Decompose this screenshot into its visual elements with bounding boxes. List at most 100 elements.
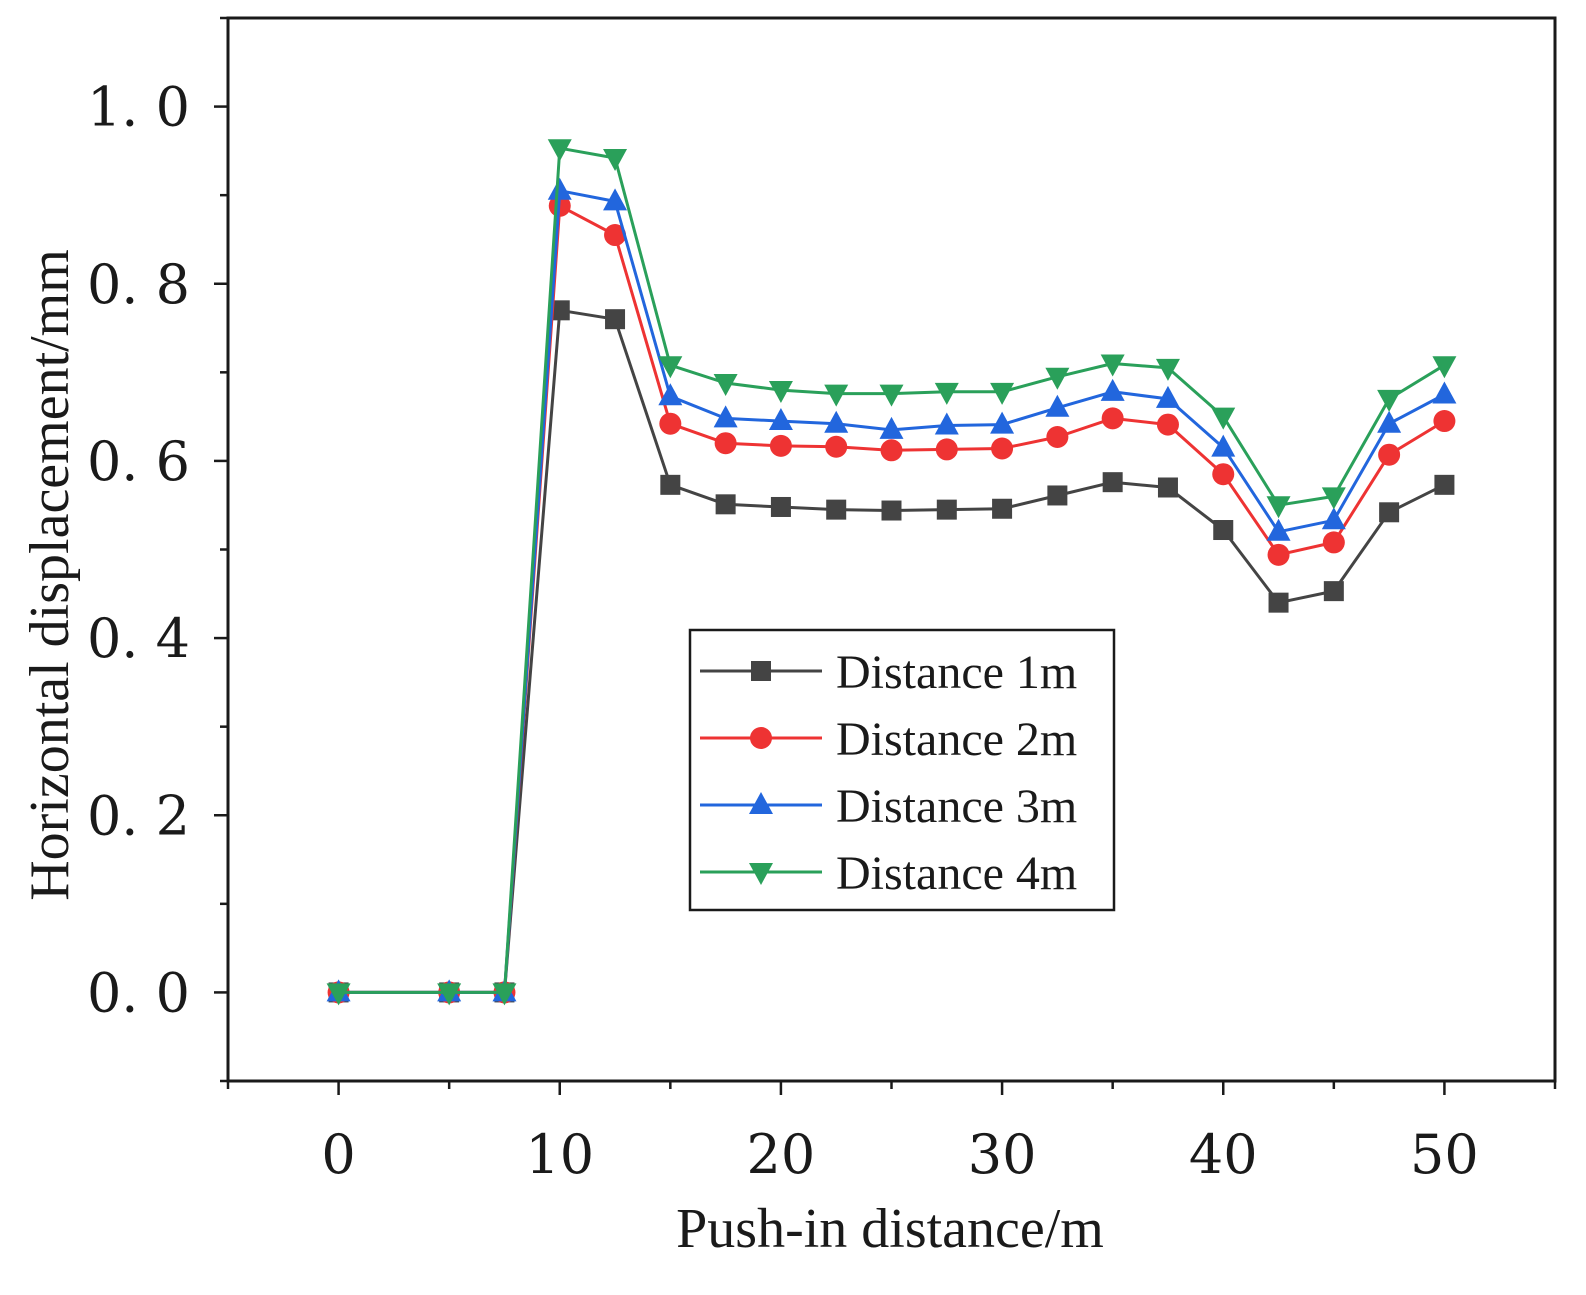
data-point (1100, 354, 1125, 377)
data-point (1267, 543, 1290, 566)
data-point (1268, 592, 1289, 613)
x-tick-label: 10 (525, 1123, 594, 1186)
data-point (660, 474, 681, 495)
plot-frame (226, 16, 1557, 1083)
data-point (824, 410, 849, 433)
data-point (881, 500, 902, 521)
data-point (658, 383, 683, 406)
data-point (1377, 410, 1402, 433)
data-point (713, 405, 738, 428)
data-point (824, 384, 849, 407)
data-point (1157, 477, 1178, 498)
data-point (1266, 518, 1291, 541)
series-layer (326, 139, 1457, 1006)
data-point (1156, 413, 1179, 436)
data-point (769, 434, 792, 457)
x-tick-label: 30 (968, 1123, 1037, 1186)
series-line (338, 189, 1446, 994)
data-point (1211, 434, 1236, 457)
data-point (751, 661, 771, 681)
legend-label: Distance 2m (836, 713, 1077, 766)
y-tick-label: 0. 6 (87, 430, 190, 493)
legend: Distance 1m Distance 2m Distance 3m Distanc… (688, 628, 1116, 912)
x-tick-label: 40 (1189, 1123, 1258, 1186)
data-point (1100, 378, 1125, 401)
x-tick-label: 0 (321, 1123, 355, 1186)
data-point (1155, 385, 1180, 408)
legend-label: Distance 1m (836, 646, 1077, 699)
data-point (1045, 367, 1070, 390)
data-point (992, 498, 1013, 519)
data-point (1322, 531, 1345, 554)
y-axis-title: Horizontal displacement/mm (19, 249, 81, 901)
data-point (768, 408, 793, 431)
data-point (770, 496, 791, 517)
data-point (880, 439, 903, 462)
data-point (1321, 487, 1346, 510)
data-point (1212, 463, 1235, 486)
data-point (934, 382, 959, 405)
data-point (826, 499, 847, 520)
legend-item: Distance 4m (700, 847, 1077, 900)
data-point (1432, 356, 1457, 379)
series-distance-1m (328, 300, 1455, 1003)
data-point (750, 727, 772, 749)
data-point (768, 381, 793, 404)
x-tick-label: 20 (747, 1123, 816, 1186)
data-point (1433, 410, 1456, 433)
data-point (547, 177, 572, 200)
data-point (1321, 507, 1346, 530)
legend-label: Distance 3m (836, 780, 1077, 833)
y-axis: 0. 0 0. 2 0. 4 0. 6 0. 8 1. 0 (87, 16, 228, 1083)
series-distance-2m (327, 194, 1456, 1004)
y-tick-label: 0. 2 (87, 784, 190, 847)
data-point (1046, 425, 1069, 448)
data-point (990, 411, 1015, 434)
data-point (1377, 389, 1402, 412)
data-point (1047, 485, 1068, 506)
data-point (879, 416, 904, 439)
data-point (935, 438, 958, 461)
data-point (936, 499, 957, 520)
y-tick-label: 0. 0 (87, 961, 190, 1024)
legend-label: Distance 4m (836, 847, 1077, 900)
data-point (1213, 520, 1234, 541)
legend-item: Distance 2m (700, 713, 1077, 766)
data-point (492, 983, 517, 1006)
data-point (749, 863, 773, 885)
data-point (658, 356, 683, 379)
data-point (991, 437, 1014, 460)
series-distance-4m (326, 139, 1457, 1006)
series-distance-3m (326, 177, 1457, 1002)
y-tick-label: 0. 4 (87, 607, 190, 670)
data-point (604, 224, 627, 247)
data-point (934, 412, 959, 435)
data-point (1378, 443, 1401, 466)
x-axis: 0 10 20 30 40 50 (226, 1081, 1557, 1186)
data-point (1211, 407, 1236, 430)
data-point (659, 412, 682, 435)
data-point (1102, 472, 1123, 493)
data-point (825, 435, 848, 458)
y-tick-label: 1. 0 (87, 76, 190, 139)
x-axis-title: Push-in distance/m (676, 1198, 1104, 1260)
data-point (605, 309, 626, 330)
y-tick-label: 0. 8 (87, 253, 190, 316)
series-line (338, 146, 1446, 994)
data-point (990, 382, 1015, 405)
data-point (1045, 394, 1070, 417)
data-point (1155, 358, 1180, 381)
data-point (1101, 407, 1124, 430)
data-point (603, 188, 628, 211)
data-point (1432, 381, 1457, 404)
data-point (749, 792, 773, 814)
data-point (715, 494, 736, 515)
data-point (437, 983, 462, 1006)
data-point (547, 139, 572, 162)
data-point (879, 384, 904, 407)
legend-item: Distance 1m (700, 646, 1077, 699)
data-point (1434, 474, 1455, 495)
data-point (326, 983, 351, 1006)
data-point (549, 300, 570, 321)
